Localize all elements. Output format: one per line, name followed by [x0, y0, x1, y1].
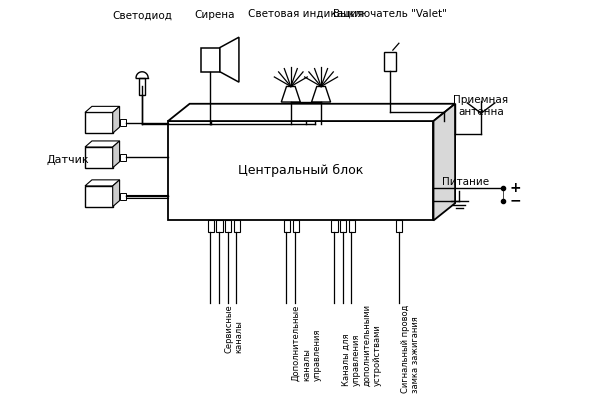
Bar — [201, 48, 220, 72]
Text: Каналы для
управления
дополнительными
устройствами: Каналы для управления дополнительными ус… — [342, 304, 382, 386]
Text: Датчик: Датчик — [47, 155, 89, 165]
Bar — [85, 147, 112, 168]
Bar — [120, 193, 126, 200]
Polygon shape — [112, 106, 120, 133]
Polygon shape — [85, 141, 120, 147]
Polygon shape — [85, 180, 120, 186]
Text: Питание: Питание — [442, 177, 489, 187]
Bar — [384, 52, 396, 71]
Text: Дополнительные
каналы
управления: Дополнительные каналы управления — [292, 304, 321, 381]
Polygon shape — [85, 106, 120, 112]
Bar — [225, 220, 231, 232]
Text: Сирена: Сирена — [194, 10, 235, 20]
Text: Сервисные
каналы: Сервисные каналы — [224, 304, 244, 353]
Bar — [85, 186, 112, 207]
Bar — [140, 78, 144, 95]
Bar — [208, 220, 214, 232]
Bar — [349, 220, 355, 232]
Bar — [120, 154, 126, 161]
Polygon shape — [112, 180, 120, 207]
Text: Светодиод: Светодиод — [112, 10, 172, 20]
Text: Центральный блок: Центральный блок — [238, 164, 363, 177]
Text: +: + — [510, 181, 521, 195]
Text: Сигнальный провод
замка зажигания: Сигнальный провод замка зажигания — [401, 304, 420, 393]
Text: −: − — [510, 194, 521, 208]
Text: Приемная
антенна: Приемная антенна — [453, 95, 509, 117]
Bar — [292, 220, 298, 232]
Text: Выключатель "Valet": Выключатель "Valet" — [333, 9, 447, 19]
Bar — [234, 220, 240, 232]
Bar — [85, 112, 112, 133]
Bar — [340, 220, 346, 232]
Polygon shape — [168, 104, 455, 121]
Polygon shape — [281, 87, 300, 102]
Bar — [168, 121, 433, 220]
Bar — [217, 220, 223, 232]
Polygon shape — [433, 104, 455, 220]
Polygon shape — [311, 87, 330, 102]
Bar — [120, 119, 126, 126]
Polygon shape — [220, 37, 239, 82]
Bar — [332, 220, 337, 232]
Polygon shape — [112, 141, 120, 168]
Bar — [284, 220, 290, 232]
Text: Световая индикация: Световая индикация — [248, 9, 363, 19]
Bar — [396, 220, 403, 232]
